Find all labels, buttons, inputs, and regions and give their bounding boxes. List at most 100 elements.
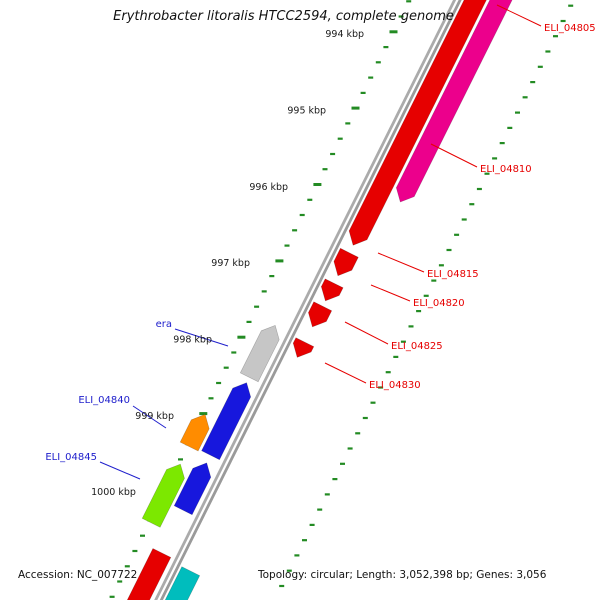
- gene-label-ELI_04840[interactable]: ELI_04840: [78, 395, 130, 406]
- gene-arrow-ELI_04815[interactable]: [333, 247, 359, 277]
- minor-tick-mark: [476, 187, 482, 191]
- minor-tick-mark: [231, 351, 237, 354]
- minor-tick-mark: [492, 157, 498, 160]
- gene-label-ELI_04815[interactable]: ELI_04815: [427, 269, 479, 280]
- minor-tick-mark: [261, 290, 267, 293]
- gene-label-ELI_04805[interactable]: ELI_04805: [544, 23, 596, 34]
- minor-tick-mark: [178, 458, 183, 461]
- minor-tick-mark: [275, 259, 284, 263]
- minor-tick-mark: [446, 248, 452, 252]
- minor-tick-mark: [294, 554, 300, 557]
- minor-tick-mark: [406, 0, 412, 3]
- minor-tick-mark: [337, 137, 343, 140]
- minor-tick-mark: [330, 152, 336, 156]
- gene-label-era[interactable]: era: [156, 319, 172, 330]
- minor-tick-mark: [560, 19, 566, 23]
- minor-tick-mark: [254, 305, 260, 308]
- minor-tick-mark: [568, 4, 574, 7]
- minor-tick-mark: [378, 386, 384, 389]
- gene-arrow-ELI_04840[interactable]: [179, 414, 210, 452]
- minor-tick-mark: [313, 183, 322, 186]
- minor-tick-mark: [347, 447, 353, 450]
- minor-tick-mark: [322, 168, 328, 171]
- minor-tick-mark: [223, 366, 229, 369]
- label-leader-line: [370, 284, 411, 302]
- minor-tick-mark: [117, 580, 123, 583]
- genome-backbone-line: [159, 0, 462, 600]
- minor-tick-mark: [292, 229, 298, 232]
- label-leader-line: [324, 362, 367, 384]
- minor-tick-mark: [383, 46, 389, 49]
- minor-tick-mark: [553, 35, 558, 38]
- gene-arrow-era[interactable]: [239, 325, 280, 383]
- minor-tick-mark: [385, 371, 391, 374]
- ruler-label: 1000 kbp: [91, 487, 136, 498]
- minor-tick-mark: [279, 584, 285, 588]
- minor-tick-mark: [360, 91, 366, 94]
- label-leader-line: [99, 461, 141, 480]
- gene-label-ELI_04830[interactable]: ELI_04830: [369, 380, 421, 391]
- gene-label-ELI_04845[interactable]: ELI_04845: [45, 452, 97, 463]
- minor-tick-mark: [400, 340, 406, 343]
- label-leader-line: [377, 252, 425, 273]
- gene-arrow-ELI_04805[interactable]: [395, 0, 533, 203]
- label-leader-line: [430, 143, 478, 168]
- ruler-label: 997 kbp: [211, 258, 250, 269]
- gene-arrow-ELI_04810[interactable]: [348, 0, 512, 246]
- label-leader-line: [344, 321, 389, 345]
- label-leader-line: [174, 328, 229, 347]
- minor-tick-mark: [307, 198, 313, 201]
- ruler-label: 995 kbp: [287, 106, 326, 117]
- minor-tick-mark: [438, 264, 444, 267]
- minor-tick-mark: [515, 111, 520, 114]
- gene-label-ELI_04820[interactable]: ELI_04820: [413, 298, 465, 309]
- minor-tick-mark: [109, 595, 115, 598]
- gene-label-ELI_04825[interactable]: ELI_04825: [391, 341, 443, 352]
- minor-tick-mark: [132, 549, 138, 553]
- gene-label-ELI_04810[interactable]: ELI_04810: [480, 164, 532, 175]
- label-leader-line: [496, 4, 542, 27]
- minor-tick-mark: [355, 432, 361, 435]
- minor-tick-mark: [398, 15, 404, 18]
- minor-tick-mark: [302, 539, 307, 542]
- gene-arrow-ELI_04820[interactable]: [320, 278, 344, 302]
- minor-tick-mark: [408, 325, 414, 328]
- minor-tick-mark: [375, 61, 381, 64]
- gene-arrow-unlabeled[interactable]: [107, 548, 172, 600]
- minor-tick-mark: [199, 412, 208, 416]
- minor-tick-mark: [484, 172, 490, 175]
- minor-tick-mark: [286, 569, 292, 572]
- page-title: Erythrobacter litoralis HTCC2594, comple…: [113, 9, 454, 24]
- minor-tick-mark: [340, 462, 345, 465]
- minor-tick-mark: [309, 523, 315, 526]
- minor-tick-mark: [246, 320, 252, 323]
- gene-arrow-unlabeled[interactable]: [173, 462, 212, 516]
- gene-arrow-unlabeled[interactable]: [201, 382, 252, 461]
- minor-tick-mark: [423, 294, 429, 297]
- ruler-label: 996 kbp: [249, 182, 288, 193]
- ruler-label: 994 kbp: [325, 29, 364, 40]
- ruler-label: 998 kbp: [173, 335, 212, 346]
- minor-tick-mark: [269, 275, 275, 278]
- minor-tick-mark: [393, 355, 399, 358]
- minor-tick-mark: [416, 310, 422, 313]
- gene-arrow-unlabeled[interactable]: [137, 566, 201, 600]
- minor-tick-mark: [469, 203, 475, 206]
- minor-tick-mark: [362, 416, 368, 420]
- accession-text: Accession: NC_007722: [18, 569, 138, 581]
- gene-arrow-ELI_04830[interactable]: [292, 337, 315, 358]
- minor-tick-mark: [499, 142, 505, 145]
- gene-arrow-ELI_04825[interactable]: [308, 301, 333, 328]
- gene-arrow-ELI_04845[interactable]: [141, 463, 185, 528]
- minor-tick-mark: [208, 397, 214, 400]
- minor-tick-mark: [389, 30, 398, 34]
- stats-text: Topology: circular; Length: 3,052,398 bp…: [258, 569, 547, 581]
- genome-backbone-line: [154, 0, 457, 600]
- minor-tick-mark: [431, 279, 437, 282]
- minor-tick-mark: [368, 76, 374, 79]
- minor-tick-mark: [216, 381, 222, 385]
- minor-tick-mark: [324, 493, 330, 496]
- minor-tick-mark: [454, 233, 460, 236]
